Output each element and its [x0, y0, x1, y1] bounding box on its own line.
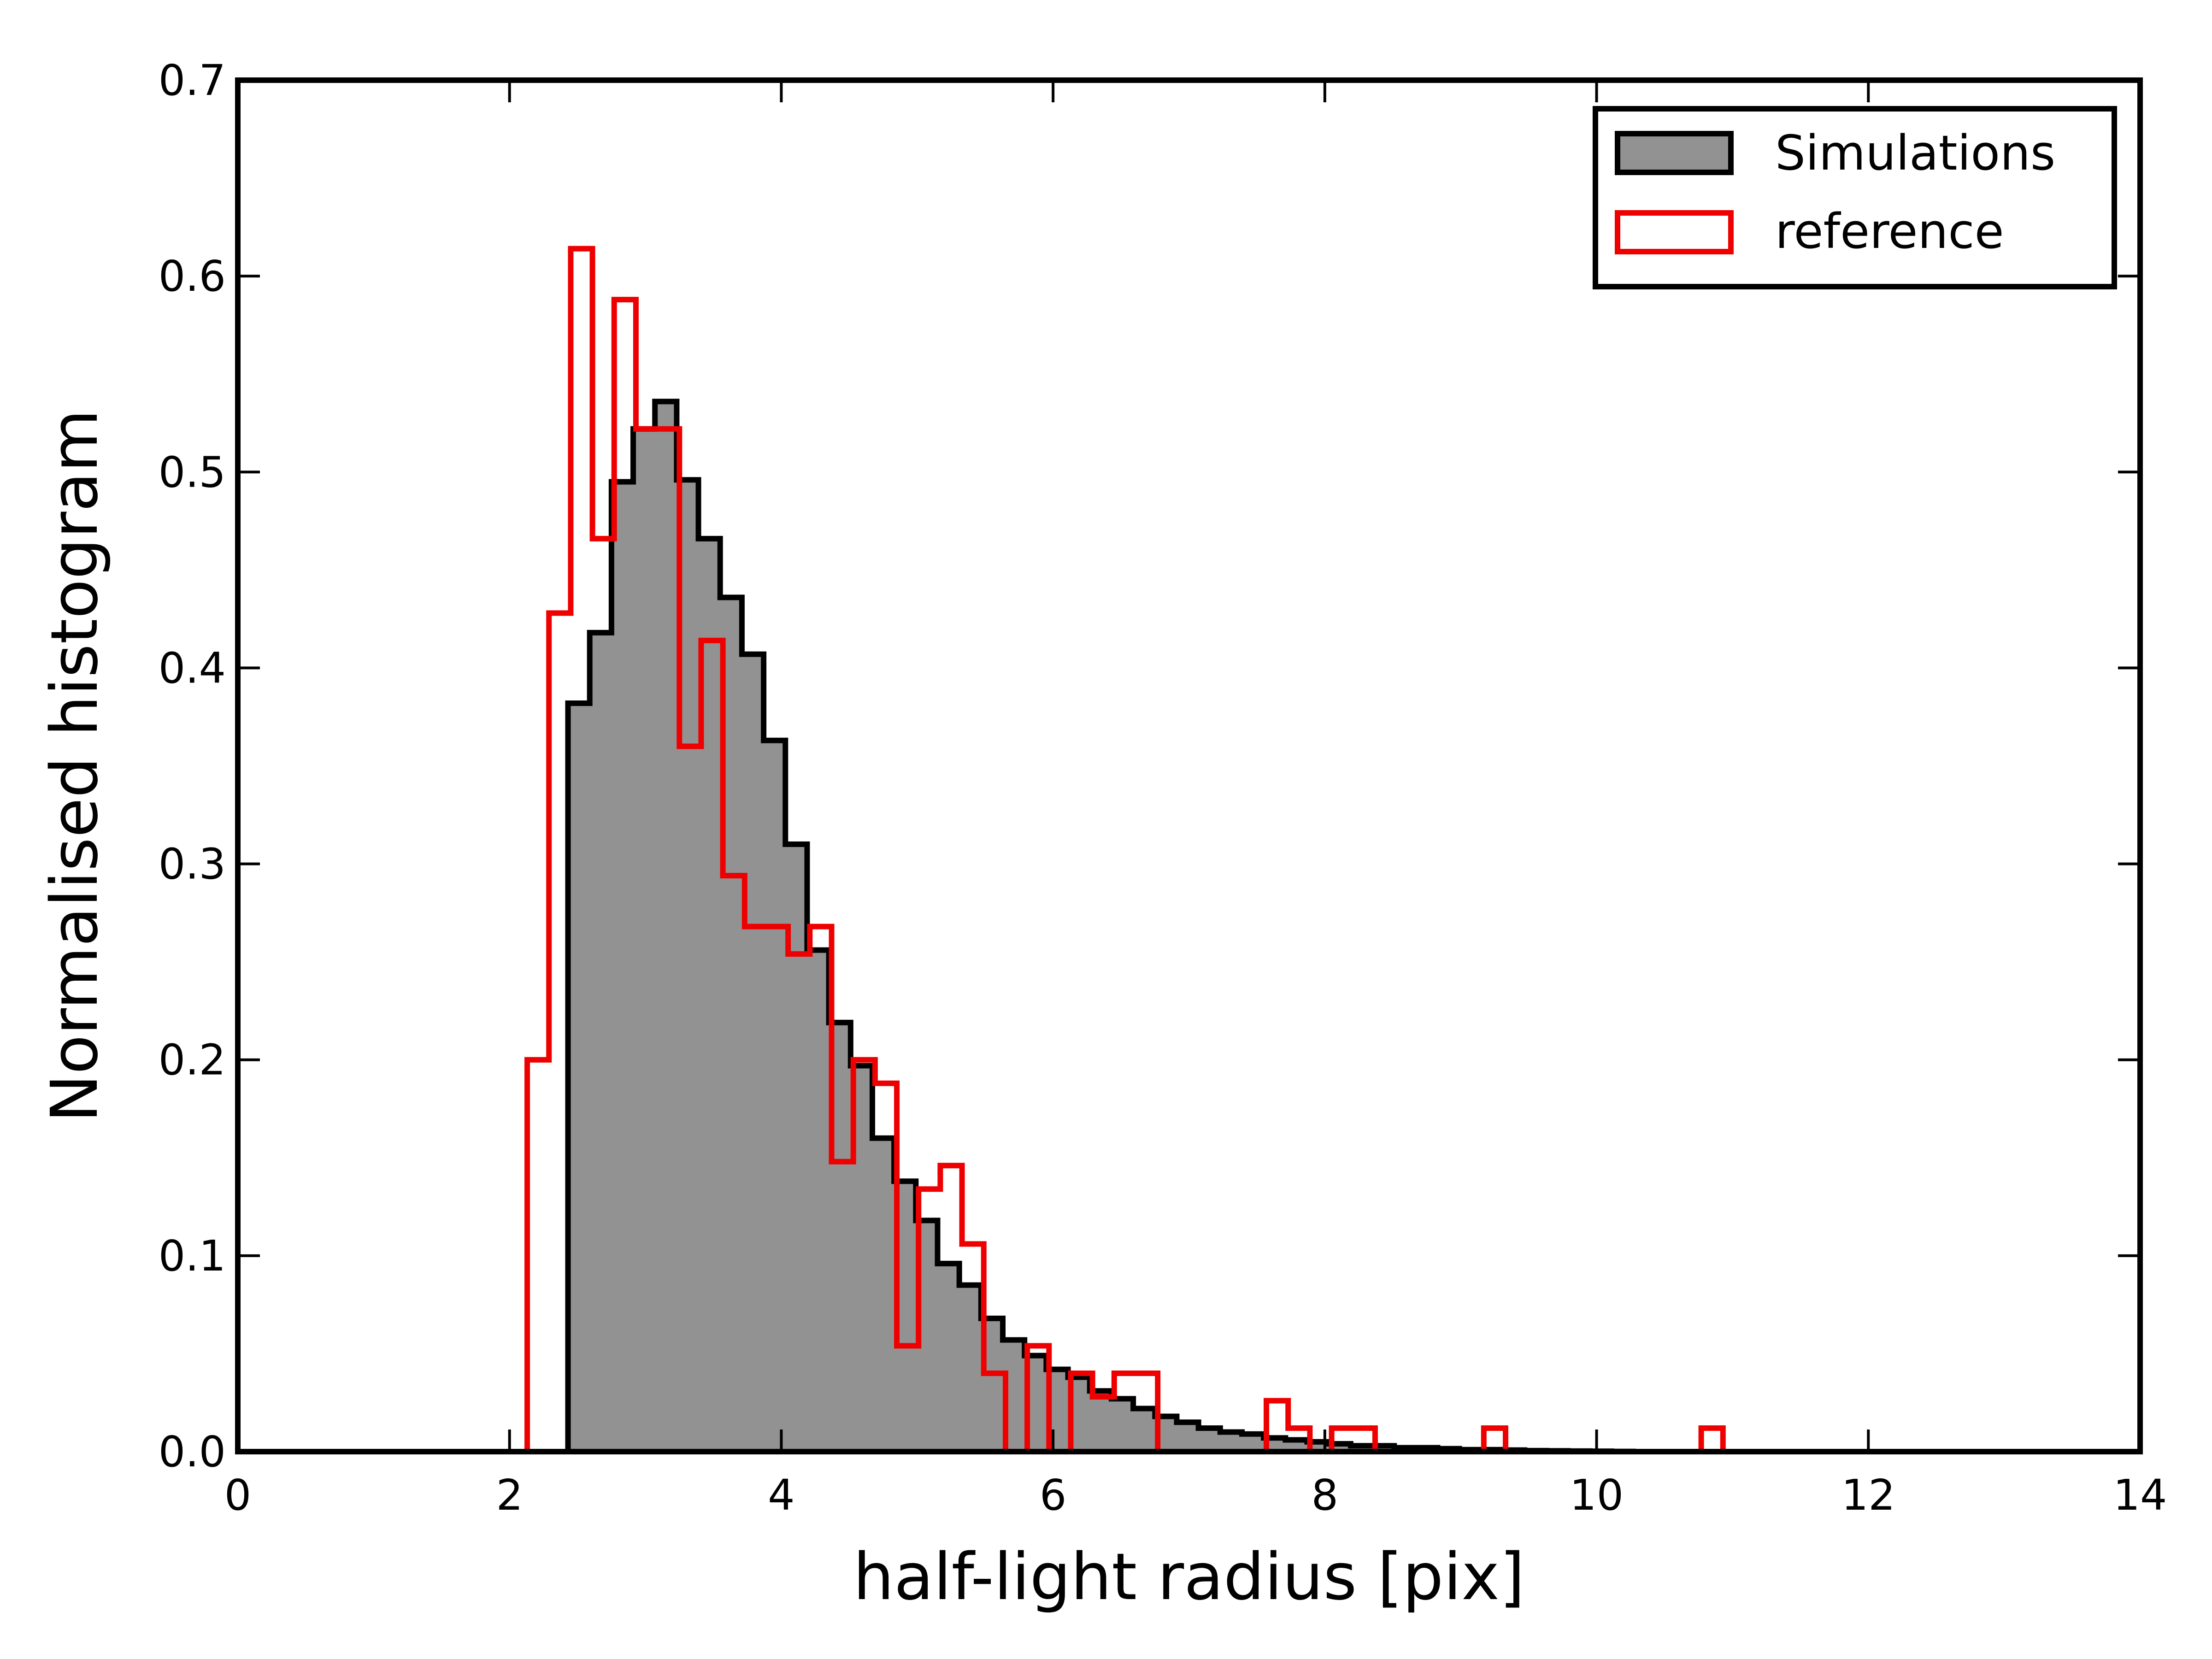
- y-tick-label: 0.3: [159, 840, 226, 889]
- legend-label-simulations: Simulations: [1775, 125, 2055, 181]
- legend: Simulations reference: [1593, 106, 2117, 289]
- legend-swatch-reference: [1615, 210, 1734, 254]
- x-tick-label: 2: [496, 1471, 523, 1520]
- y-tick-label: 0.7: [159, 56, 226, 105]
- x-tick-label: 4: [768, 1471, 795, 1520]
- y-tick-label: 0.4: [159, 643, 226, 693]
- series-simulations-fill: [568, 401, 1634, 1452]
- y-tick-label: 0.2: [159, 1035, 226, 1085]
- x-tick-label: 10: [1570, 1471, 1624, 1520]
- y-tick-label: 0.5: [159, 447, 226, 497]
- y-axis-title: Normalised histogram: [37, 409, 112, 1123]
- x-tick-label: 0: [224, 1471, 252, 1520]
- x-tick-label: 8: [1312, 1471, 1339, 1520]
- x-axis-title: half-light radius [pix]: [853, 1540, 1525, 1615]
- x-tick-label: 12: [1841, 1471, 1895, 1520]
- x-tick-label: 14: [2113, 1471, 2167, 1520]
- y-tick-label: 0.1: [159, 1231, 226, 1281]
- x-tick-label: 6: [1040, 1471, 1067, 1520]
- axis-ticks: 0 2 4 6 8 10 12 14 0.0 0.1 0.2 0.3 0.4 0.5 0.6 0.7: [159, 56, 2167, 1520]
- legend-label-reference: reference: [1775, 203, 2004, 259]
- y-tick-label: 0.0: [159, 1427, 226, 1477]
- y-tick-label: 0.6: [159, 252, 226, 301]
- legend-swatch-simulations: [1615, 131, 1734, 175]
- plot-frame: [235, 77, 2143, 1454]
